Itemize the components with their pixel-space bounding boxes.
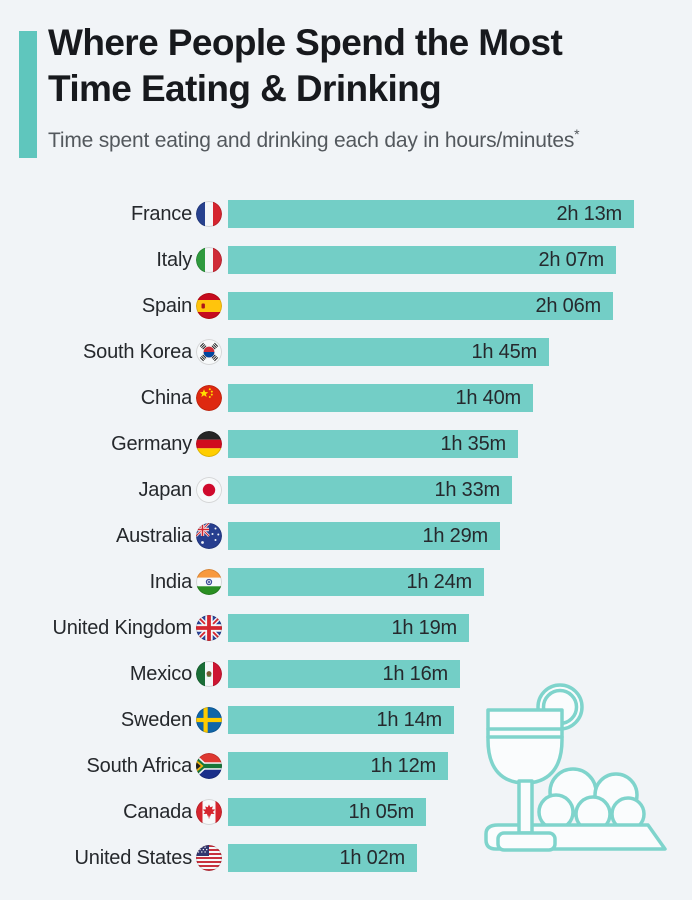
bar-value: 1h 35m [440,432,506,455]
bar-value: 1h 14m [376,708,442,731]
bar: 1h 16m [228,660,460,688]
bar-value: 1h 33m [434,478,500,501]
country-label: United States [74,846,193,869]
chart-row: Canada 1h 05m [0,789,692,835]
flag-spain-icon [196,293,222,319]
bar-value: 1h 29m [422,524,488,547]
bar: 2h 07m [228,246,616,274]
bar: 1h 29m [228,522,500,550]
bar: 1h 05m [228,798,426,826]
bar-value: 2h 13m [556,202,622,225]
country-label: South Africa [86,754,193,777]
bar: 1h 45m [228,338,549,366]
chart-row: South Korea 1h 45m [0,329,692,375]
country-label: Mexico [129,662,192,685]
country-label: Japan [138,478,193,501]
flag-japan-icon [196,477,222,503]
bar: 1h 33m [228,476,512,504]
flag-india-icon [196,569,222,595]
country-label: Sweden [120,708,192,731]
bar-value: 1h 24m [406,570,472,593]
bar-value: 1h 19m [391,616,457,639]
bar: 2h 06m [228,292,613,320]
bar-value: 1h 05m [348,800,414,823]
title-accent-bar [19,31,37,158]
glass-stem-icon [517,779,534,835]
drink-glass-and-food-tray-illustration [484,683,667,852]
chart-row: Mexico 1h 16m [0,651,692,697]
bar: 1h 24m [228,568,484,596]
bar-value: 1h 16m [382,662,448,685]
glass-bowl-icon [486,708,564,785]
chart-row: Australia 1h 29m [0,513,692,559]
country-label: Italy [156,248,192,271]
bar: 1h 14m [228,706,454,734]
bar-value: 2h 07m [538,248,604,271]
title-line-1: Where People Spend the Most [48,22,563,63]
page-title: Where People Spend the Most Time Eating … [48,20,678,112]
chart-row: Italy 2h 07m [0,237,692,283]
flag-france-icon [196,201,222,227]
chart-row: United Kingdom 1h 19m [0,605,692,651]
bar-value: 1h 12m [370,754,436,777]
chart-row: Spain 2h 06m [0,283,692,329]
title-line-2: Time Eating & Drinking [48,68,442,109]
subtitle-text: Time spent eating and drinking each day … [48,129,575,152]
flag-us-icon [196,845,222,871]
chart-row: India 1h 24m [0,559,692,605]
chart-row: United States 1h 02m [0,835,692,881]
bar: 1h 40m [228,384,533,412]
country-label: Germany [111,432,192,455]
bar: 1h 02m [228,844,417,872]
bar: 1h 35m [228,430,518,458]
footnote-asterisk: * [574,126,580,142]
chart-row: South Africa 1h 12m [0,743,692,789]
flag-uk-icon [196,615,222,641]
bar-value: 1h 45m [471,340,537,363]
bar: 2h 13m [228,200,634,228]
flag-china-icon [196,385,222,411]
country-label: France [130,202,192,225]
bar-value: 1h 02m [339,846,405,869]
flag-italy-icon [196,247,222,273]
bar-value: 2h 06m [535,294,601,317]
country-label: Canada [123,800,192,823]
country-label: China [140,386,192,409]
country-label: Spain [141,294,192,317]
bar-value: 1h 40m [455,386,521,409]
flag-southkorea-icon [196,339,222,365]
bar-chart: France 2h 13m Italy 2h 07m Spain 2h 06m … [0,191,692,881]
bar: 1h 19m [228,614,469,642]
flag-germany-icon [196,431,222,457]
glass-base-icon [496,831,557,852]
chart-row: China 1h 40m [0,375,692,421]
country-label: India [149,570,193,593]
flag-mexico-icon [196,661,222,687]
flag-canada-icon [196,799,222,825]
chart-row: Sweden 1h 14m [0,697,692,743]
bar: 1h 12m [228,752,448,780]
country-label: South Korea [83,340,192,363]
chart-row: Japan 1h 33m [0,467,692,513]
page-subtitle: Time spent eating and drinking each day … [48,122,678,153]
chart-row: France 2h 13m [0,191,692,237]
flag-australia-icon [196,523,222,549]
chart-row: Germany 1h 35m [0,421,692,467]
flag-sweden-icon [196,707,222,733]
country-label: Australia [115,524,192,547]
flag-southafrica-icon [196,753,222,779]
country-label: United Kingdom [52,616,192,639]
